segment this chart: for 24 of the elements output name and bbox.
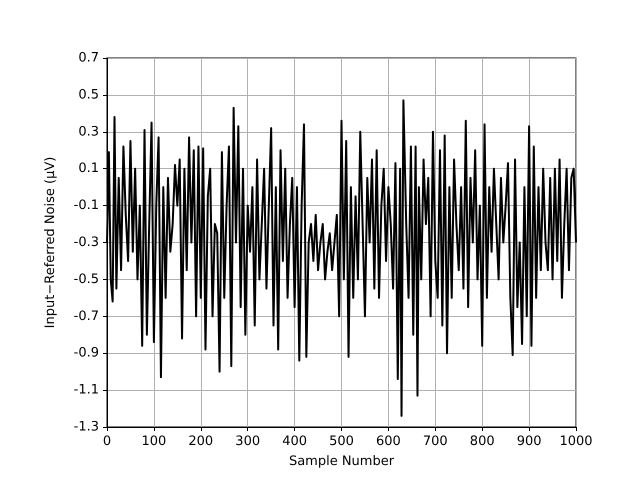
x-tick-label: 600 [376, 434, 401, 449]
y-tick-label: -1.1 [74, 382, 99, 398]
y-tick-label: -0.1 [74, 198, 99, 214]
x-tick-label: 1000 [559, 434, 593, 449]
y-tick-label: -0.7 [74, 308, 99, 324]
x-axis-title: Sample Number [288, 454, 395, 469]
y-tick-label: 0.7 [78, 50, 99, 66]
x-tick-label: 700 [422, 434, 448, 449]
x-tick-label: 200 [188, 434, 214, 449]
y-tick-label: 0.5 [78, 87, 99, 102]
y-tick-label: -0.3 [74, 235, 99, 250]
y-tick-label: -1.3 [74, 420, 99, 434]
x-tick-label: 800 [470, 434, 495, 449]
x-tick-label: 500 [329, 434, 354, 449]
x-tick-label: 300 [235, 434, 260, 449]
x-tick-label: 0 [102, 434, 112, 449]
y-axis-title: Input−Referred Noise (μV) [43, 156, 58, 328]
y-tick-label: 0.3 [78, 124, 99, 140]
x-tick-label: 100 [141, 434, 166, 449]
y-tick-label: -0.9 [74, 346, 99, 361]
x-tick-label: 400 [282, 434, 308, 449]
y-tick-label: 0.1 [78, 161, 99, 176]
x-tick-label: 900 [516, 434, 542, 449]
y-tick-label: -0.5 [74, 272, 99, 287]
